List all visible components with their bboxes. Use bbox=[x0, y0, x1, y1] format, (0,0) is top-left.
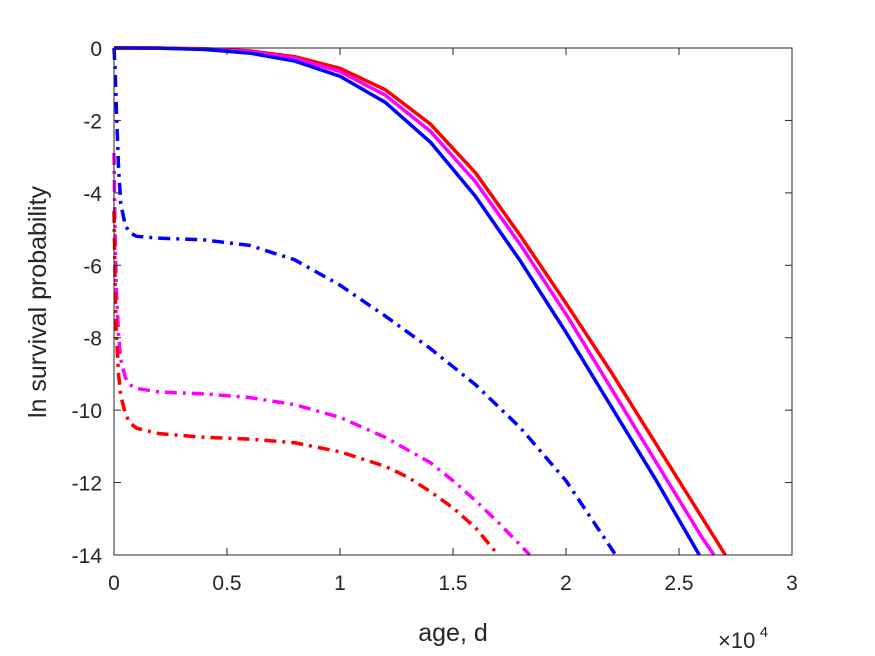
y-tick-label: -6 bbox=[83, 255, 102, 278]
x-tick-label: 1 bbox=[334, 572, 346, 595]
x-axis-multiplier-base: ×10 bbox=[718, 628, 755, 653]
y-tick-label: -4 bbox=[83, 183, 102, 206]
x-tick-label: 1.5 bbox=[438, 572, 467, 595]
x-tick-label: 0 bbox=[108, 572, 120, 595]
y-tick-label: -10 bbox=[72, 400, 102, 423]
series-layer bbox=[112, 46, 727, 557]
series-line-4 bbox=[112, 47, 618, 556]
x-tick-label: 2 bbox=[560, 572, 572, 595]
x-axis-multiplier-exponent: 4 bbox=[760, 624, 768, 641]
y-ticks: 0 -2 -4 -6 -8 -10 -12 -14 bbox=[72, 38, 792, 568]
y-tick-label: 0 bbox=[90, 38, 102, 61]
series-line-3 bbox=[113, 46, 701, 556]
x-tick-label: 0.5 bbox=[212, 572, 241, 595]
x-ticks: 0 0.5 1 1.5 2 2.5 3 bbox=[108, 48, 798, 595]
series-line-5 bbox=[112, 152, 532, 557]
y-tick-label: -12 bbox=[72, 473, 102, 496]
x-axis-multiplier: ×10 4 bbox=[718, 624, 768, 653]
y-tick-label: -14 bbox=[72, 545, 103, 568]
x-axis-title: age, d bbox=[418, 619, 488, 647]
y-axis-title: ln survival probability bbox=[24, 185, 52, 418]
y-tick-label: -2 bbox=[83, 110, 102, 133]
x-tick-label: 2.5 bbox=[664, 572, 693, 595]
y-tick-label: -8 bbox=[83, 328, 102, 351]
plot-area bbox=[114, 48, 792, 555]
x-tick-label: 3 bbox=[786, 572, 798, 595]
series-line-6 bbox=[112, 210, 500, 557]
